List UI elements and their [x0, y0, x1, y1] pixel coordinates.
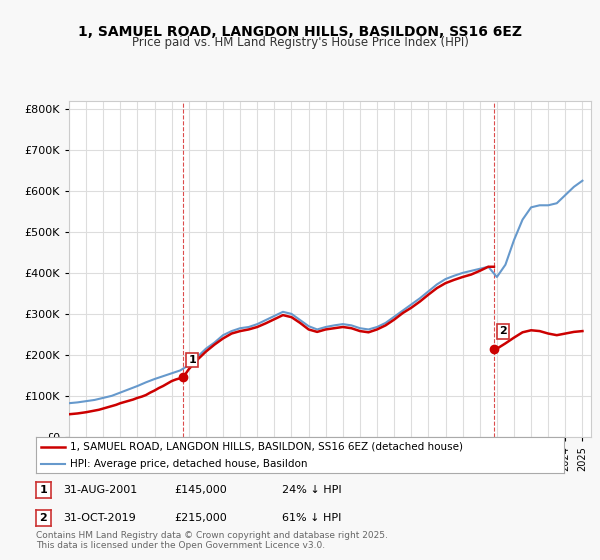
Text: Price paid vs. HM Land Registry's House Price Index (HPI): Price paid vs. HM Land Registry's House …: [131, 36, 469, 49]
Text: 2: 2: [40, 513, 47, 523]
Text: £215,000: £215,000: [174, 513, 227, 523]
Text: 31-AUG-2001: 31-AUG-2001: [63, 485, 137, 495]
Text: 2: 2: [499, 326, 507, 337]
Text: 1: 1: [40, 485, 47, 495]
Text: 61% ↓ HPI: 61% ↓ HPI: [282, 513, 341, 523]
Text: 1, SAMUEL ROAD, LANGDON HILLS, BASILDON, SS16 6EZ (detached house): 1, SAMUEL ROAD, LANGDON HILLS, BASILDON,…: [70, 442, 463, 452]
Text: £145,000: £145,000: [174, 485, 227, 495]
Text: 1: 1: [188, 355, 196, 365]
Text: Contains HM Land Registry data © Crown copyright and database right 2025.
This d: Contains HM Land Registry data © Crown c…: [36, 530, 388, 550]
Text: 24% ↓ HPI: 24% ↓ HPI: [282, 485, 341, 495]
Text: 1, SAMUEL ROAD, LANGDON HILLS, BASILDON, SS16 6EZ: 1, SAMUEL ROAD, LANGDON HILLS, BASILDON,…: [78, 25, 522, 39]
Text: HPI: Average price, detached house, Basildon: HPI: Average price, detached house, Basi…: [70, 459, 308, 469]
Text: 31-OCT-2019: 31-OCT-2019: [63, 513, 136, 523]
